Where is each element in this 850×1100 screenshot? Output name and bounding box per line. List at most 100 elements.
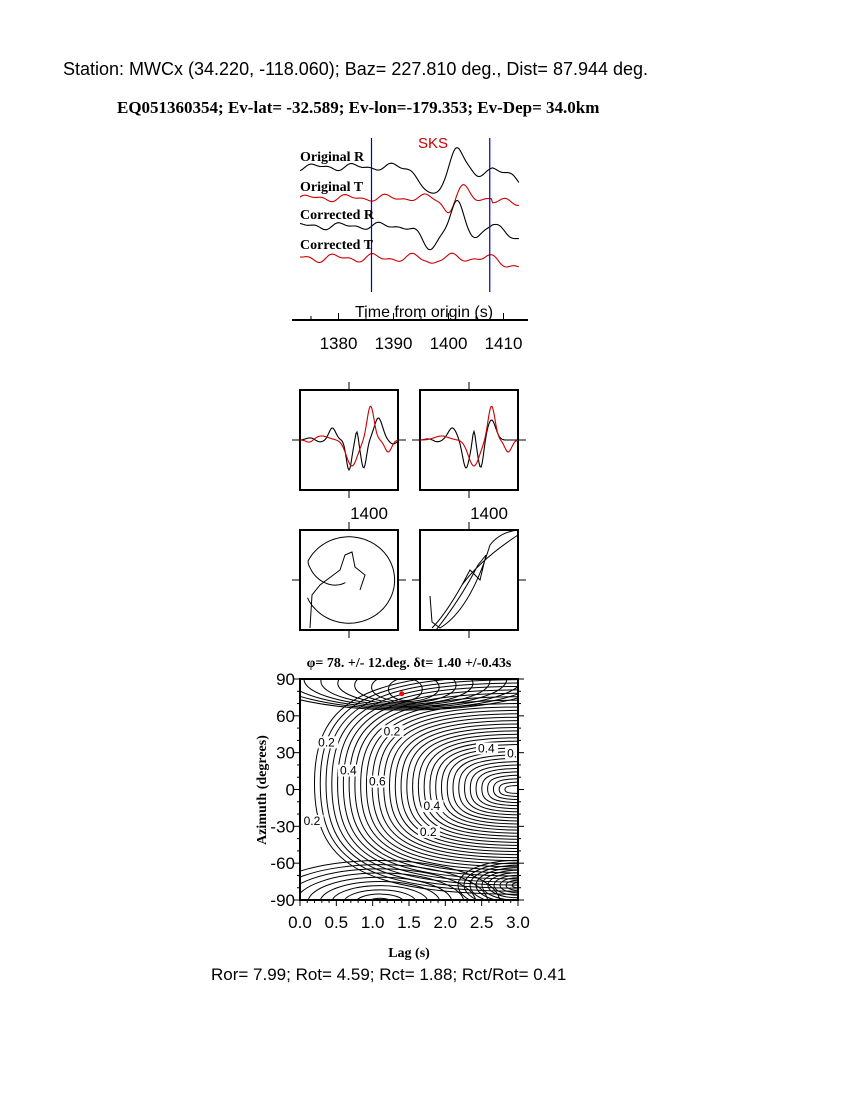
contour-line — [481, 771, 518, 807]
tick-label: 1390 — [375, 334, 413, 353]
x-tick-label: 1.5 — [397, 913, 421, 932]
contour-line — [319, 880, 441, 900]
contour-line — [469, 764, 518, 813]
contour-label-bg — [301, 814, 324, 827]
small-panels — [292, 382, 526, 638]
particle-motion-corrected — [429, 529, 519, 631]
contour-line — [394, 720, 518, 852]
contour-label: 0.6 — [507, 746, 524, 760]
contour-line — [505, 879, 518, 891]
contour-label: 0.4 — [424, 799, 441, 813]
y-tick-label: 60 — [276, 707, 295, 726]
contour-line — [504, 785, 518, 794]
contour-line — [387, 679, 423, 701]
contour-line — [300, 859, 501, 900]
contour-label-bg — [337, 764, 360, 777]
contour-line — [300, 697, 518, 711]
contour-line — [464, 761, 518, 816]
contour-line — [469, 864, 518, 900]
radial-waveform — [419, 419, 518, 469]
contour-label-bg — [476, 742, 499, 755]
time-axis: 1380 1390 1400 1410 — [292, 313, 528, 353]
contour-line — [487, 774, 518, 804]
contour-line — [463, 862, 518, 900]
x-axis-label: Lag (s) — [388, 946, 430, 961]
panel-tick-label: 1400 — [350, 504, 388, 523]
trace-label: Original T — [300, 180, 364, 195]
contour-label: 0.2 — [420, 825, 437, 839]
contour-label: 0.2 — [318, 735, 335, 749]
contour-line — [400, 723, 518, 849]
seismogram-trace — [299, 199, 519, 251]
x-tick-label: 2.0 — [434, 913, 458, 932]
contour-line — [354, 679, 457, 704]
contour-line — [331, 885, 428, 900]
best-fit-marker — [399, 691, 405, 697]
y-tick-label: 90 — [276, 670, 295, 689]
contour-line — [389, 716, 518, 856]
contour-label-bg — [417, 825, 440, 838]
contour-line — [417, 733, 518, 840]
contour-line — [475, 768, 518, 810]
contour-label: 0.2 — [304, 814, 321, 828]
y-tick-label: -90 — [270, 891, 295, 910]
contour-line — [342, 689, 518, 880]
trace-label: Original R — [300, 150, 365, 165]
y-tick-label: -30 — [270, 817, 295, 836]
x-tick-label: 3.0 — [506, 913, 530, 932]
panel-frame — [299, 529, 399, 631]
contour-line — [365, 703, 518, 868]
contour-line — [412, 730, 518, 843]
transverse-waveform — [420, 405, 519, 467]
contour-label: 0.6 — [369, 775, 386, 789]
tick-label: 1380 — [320, 334, 358, 353]
contour-line — [344, 889, 416, 900]
time-axis-label: Time from origin (s) — [355, 304, 493, 321]
contour-label: 0.4 — [340, 764, 357, 778]
contour-label-bg — [421, 800, 444, 813]
contour-line — [369, 897, 391, 900]
contour-line — [307, 876, 453, 900]
seismogram-trace — [299, 252, 520, 268]
event-line: EQ051360354; Ev-lat= -32.589; Ev-lon=-17… — [117, 98, 600, 117]
contour-label: 0.2 — [384, 724, 401, 738]
contour-line — [371, 679, 440, 703]
contour-lines: 0.2 0.2 0.4 0.6 0.4 0.6 0.4 0.2 0.2 — [300, 679, 524, 900]
contour-line — [337, 685, 518, 883]
contour-line — [300, 685, 518, 709]
seismogram-trace — [299, 147, 520, 194]
contour-label-bg — [367, 775, 390, 788]
x-tick-label: 0.0 — [288, 913, 312, 932]
y-tick-label: -60 — [270, 854, 295, 873]
tick-label: 1410 — [485, 334, 523, 353]
trace-panel — [299, 138, 520, 292]
y-axis-label: Azimuth (degrees) — [255, 735, 270, 845]
contour-line — [498, 781, 518, 797]
contour-line — [458, 757, 518, 819]
ratio-line: Ror= 7.99; Rot= 4.59; Rct= 1.88; Rct/Rot… — [211, 965, 567, 984]
contour-line — [300, 868, 477, 900]
y-tick-label: 0 — [286, 781, 295, 800]
contour-plot: 0.2 0.2 0.4 0.6 0.4 0.6 0.4 0.2 0.2 0.0 0.5 1.0 1.5 2… — [270, 670, 530, 932]
contour-line — [446, 750, 518, 825]
contour-line — [435, 744, 518, 831]
contour-line — [452, 754, 518, 822]
contour-line — [320, 679, 491, 706]
contour-line — [313, 679, 518, 895]
contour-line — [423, 737, 518, 837]
contour-line — [360, 699, 518, 871]
contour-line — [492, 778, 518, 801]
trace-label: Corrected T — [300, 238, 374, 253]
contour-line — [300, 693, 518, 710]
contour-label-bg — [316, 736, 339, 749]
contour-line — [300, 864, 489, 900]
contour-line — [331, 682, 518, 886]
x-tick-label: 2.5 — [470, 913, 494, 932]
station-line: Station: MWCx (34.220, -118.060); Baz= 2… — [63, 59, 649, 79]
contour-line — [493, 874, 518, 896]
contour-label-bg — [505, 747, 518, 760]
contour-label-bg — [381, 725, 404, 738]
contour-line — [481, 869, 518, 900]
trace-label: Corrected R — [300, 208, 375, 223]
